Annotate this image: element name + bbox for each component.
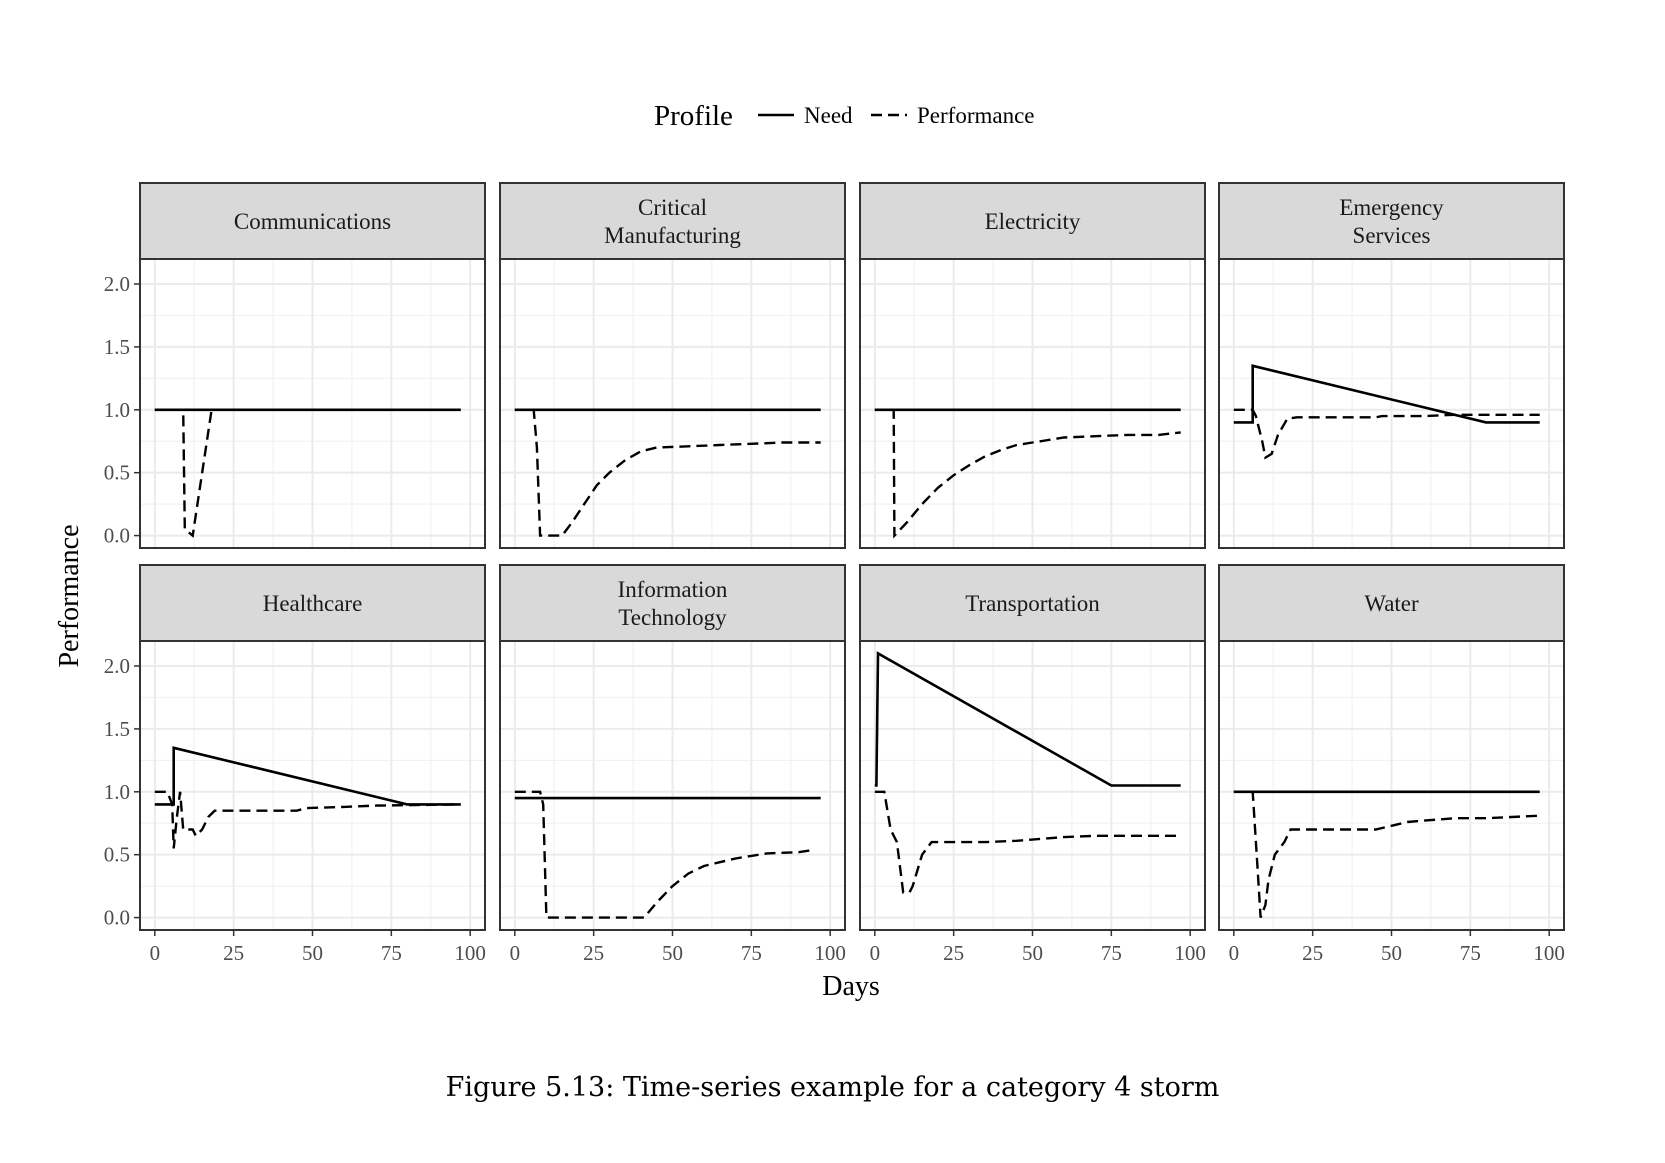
facet-title: Water [1364,591,1419,616]
facet-title: Manufacturing [604,223,741,248]
need-line [154,746,461,806]
performance-line [874,408,1181,539]
facet-panel: Critical Manufacturing [499,182,846,549]
facet-panel: Healthcare 0.0 0.5 1.0 1.5 2.0 0 25 50 75 100 [104,564,486,965]
x-tick-label: 0 [1229,941,1240,965]
facet-panel: Transportation 0 25 50 75 100 [859,564,1206,965]
gridlines [500,641,845,930]
y-tick-label: 0.5 [104,461,130,485]
facet-title: Emergency [1339,195,1444,220]
facet-panel: Electricity [859,182,1206,549]
performance-line [514,790,815,919]
facet-panel: Emergency Services [1218,182,1565,549]
y-tick-label: 0.0 [104,906,130,930]
x-tick-label: 75 [741,941,762,965]
y-tick-label: 1.0 [104,398,130,422]
gridlines [1219,259,1564,548]
facet-strip [499,182,846,260]
legend-need-label: Need [804,103,853,128]
x-tick-label: 100 [1533,941,1565,965]
x-tick-label: 50 [662,941,683,965]
x-tick-label: 100 [454,941,486,965]
y-tick-label: 1.5 [104,717,130,741]
performance-line [874,790,1181,894]
panel-border [139,258,486,549]
facet-strip [859,564,1206,642]
facet-strip [139,182,486,260]
facet-title: Services [1353,223,1431,248]
need-line [874,651,1181,787]
gridlines [140,641,485,930]
legend: Profile Need Performance [654,100,1035,132]
x-tick-label: 75 [381,941,402,965]
facet-title: Critical [638,195,707,220]
facet-title: Technology [618,605,727,630]
x-axis-title: Days [822,971,880,1002]
facet-title: Information [618,577,728,602]
x-tick-label: 0 [150,941,161,965]
x-tick-label: 0 [870,941,881,965]
facet-title: Electricity [985,209,1081,234]
x-tick-label: 25 [583,941,604,965]
facet-title: Transportation [965,591,1100,616]
legend-title: Profile [654,100,733,132]
figure-caption: Figure 5.13: Time-series example for a c… [445,1072,1220,1103]
x-tick-label: 50 [1381,941,1402,965]
facet-grid: Communications 0.0 0.5 1.0 1.5 2.0 Critical Man… [104,182,1565,965]
x-tick-label: 25 [1302,941,1323,965]
panel-border [1218,258,1565,549]
performance-line [514,408,821,537]
facet-panel: Communications 0.0 0.5 1.0 1.5 2.0 [104,182,486,549]
y-tick-label: 1.5 [104,335,130,359]
performance-line [1233,408,1540,460]
x-tick-label: 25 [943,941,964,965]
x-tick-label: 25 [223,941,244,965]
legend-performance-label: Performance [917,103,1035,128]
performance-line [1233,790,1540,919]
facet-title: Healthcare [263,591,363,616]
need-line [1233,364,1540,424]
facet-title: Communications [234,209,391,234]
y-tick-label: 0.0 [104,524,130,548]
x-tick-label: 75 [1460,941,1481,965]
x-tick-label: 75 [1101,941,1122,965]
performance-line [154,790,461,849]
facet-panel: Water 0 25 50 75 100 [1218,564,1565,965]
gridlines [860,259,1205,548]
facet-strip [499,564,846,642]
x-tick-label: 50 [302,941,323,965]
y-axis-title: Performance [54,524,85,667]
y-tick-label: 2.0 [104,654,130,678]
y-tick-label: 1.0 [104,780,130,804]
x-tick-label: 50 [1022,941,1043,965]
y-tick-label: 2.0 [104,272,130,296]
panel-border [499,258,846,549]
facet-strip [1218,182,1565,260]
gridlines [500,259,845,548]
x-tick-label: 100 [1174,941,1206,965]
facet-strip [139,564,486,642]
x-tick-label: 100 [814,941,846,965]
y-tick-label: 0.5 [104,843,130,867]
facet-strip [1218,564,1565,642]
panel-border [859,258,1206,549]
x-tick-label: 0 [510,941,521,965]
facet-strip [859,182,1206,260]
gridlines [860,641,1205,930]
facet-panel: Information Technology 0 25 50 75 100 [499,564,846,965]
